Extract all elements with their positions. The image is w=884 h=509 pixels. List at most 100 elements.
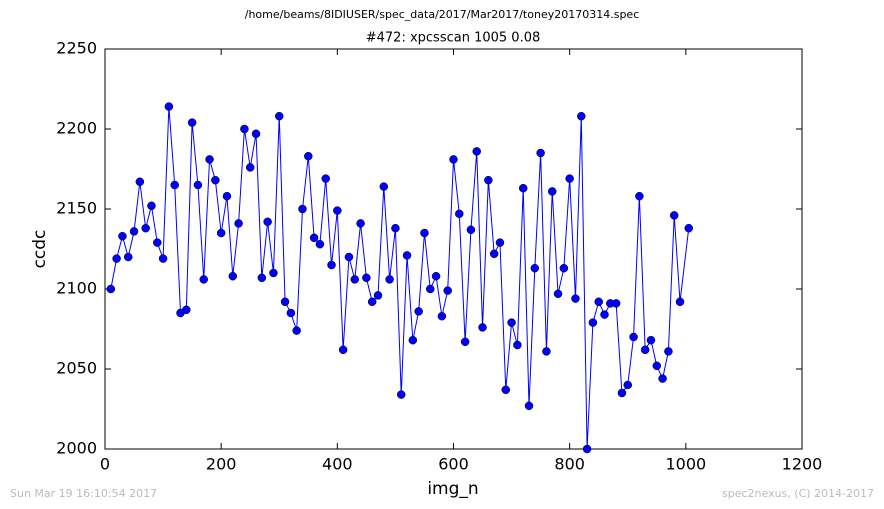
data-point [275,111,284,121]
data-point [472,147,481,156]
data-point [333,206,342,215]
data-point [280,297,290,307]
data-point [675,297,685,307]
x-tick-label: 800 [554,455,585,474]
x-tick-label: 0 [100,455,110,474]
data-point [408,335,418,345]
data-point [495,238,505,247]
data-point [623,380,632,390]
data-point [344,252,354,262]
data-point [263,217,272,227]
data-point [420,228,429,238]
data-point [426,284,435,294]
y-tick-label: 2050 [56,359,97,378]
data-point [391,223,400,233]
x-axis-label: img_n [427,479,478,499]
data-point [414,307,423,316]
data-point [658,374,667,383]
data-point [153,238,162,247]
data-point [559,263,569,273]
x-tick-label: 1000 [665,455,706,474]
data-point [443,286,452,295]
data-point [193,180,203,190]
data-point [367,297,377,307]
data-point [530,263,540,273]
data-point [240,124,249,134]
data-point [257,273,267,283]
data-point [321,174,330,183]
suptitle: /home/beams/8IDIUSER/spec_data/2017/Mar2… [245,8,640,21]
data-point [553,289,563,299]
x-tick-label: 200 [206,455,237,474]
data-point [292,326,301,335]
data-point [484,175,493,185]
y-axis-label: ccdc [30,230,50,269]
data-point [141,223,150,233]
data-point [669,211,679,220]
y-tick-label: 2100 [56,279,97,298]
data-point [170,180,179,190]
data-point [315,239,325,249]
data-point [373,291,383,300]
data-point [182,305,191,315]
data-point [478,323,487,332]
data-point [222,191,232,201]
data-point [385,275,394,284]
y-tick-label: 2200 [56,119,97,138]
data-point [211,175,220,185]
data-point [513,340,522,350]
data-point [518,183,528,193]
data-point [251,129,261,139]
data-point [123,252,133,262]
x-tick-label: 600 [438,455,469,474]
data-point [112,254,121,263]
x-tick-label: 400 [322,455,353,474]
data-point [629,332,638,342]
data-point [524,401,534,411]
data-point [455,209,464,219]
data-point [362,273,371,283]
data-point [158,254,168,263]
y-tick-label: 2150 [56,199,97,218]
data-point [269,268,278,278]
data-point [298,204,307,214]
data-point [664,347,673,356]
data-point [640,345,650,355]
data-point [582,444,592,454]
data-point [129,227,139,236]
data-point [449,155,458,164]
data-point [379,182,389,191]
data-point [327,260,336,270]
data-point [635,191,644,201]
data-point [187,118,197,127]
data-point [286,308,296,318]
data-point [309,233,319,243]
data-point [594,297,603,307]
data-point [501,385,511,395]
data-point [588,318,598,327]
data-point [205,155,214,164]
data-point [542,347,551,356]
data-point [600,310,609,319]
data-point [350,275,360,284]
data-point [147,201,156,211]
data-point [466,225,476,235]
plot-frame [104,48,803,450]
data-point [356,219,365,228]
data-point [611,299,621,308]
data-point [402,251,412,260]
data-point [135,177,145,187]
data-point [507,318,516,327]
data-point [338,345,348,355]
data-point [536,148,545,158]
data-point [547,187,557,196]
data-point [577,111,586,121]
data-line [110,106,690,450]
data-point [489,249,499,259]
data-point [396,390,406,399]
chart-title: #472: xpcsscan 1005 0.08 [366,31,541,46]
y-tick-label: 2250 [56,39,97,58]
data-point [118,231,127,241]
data-point [234,219,243,228]
